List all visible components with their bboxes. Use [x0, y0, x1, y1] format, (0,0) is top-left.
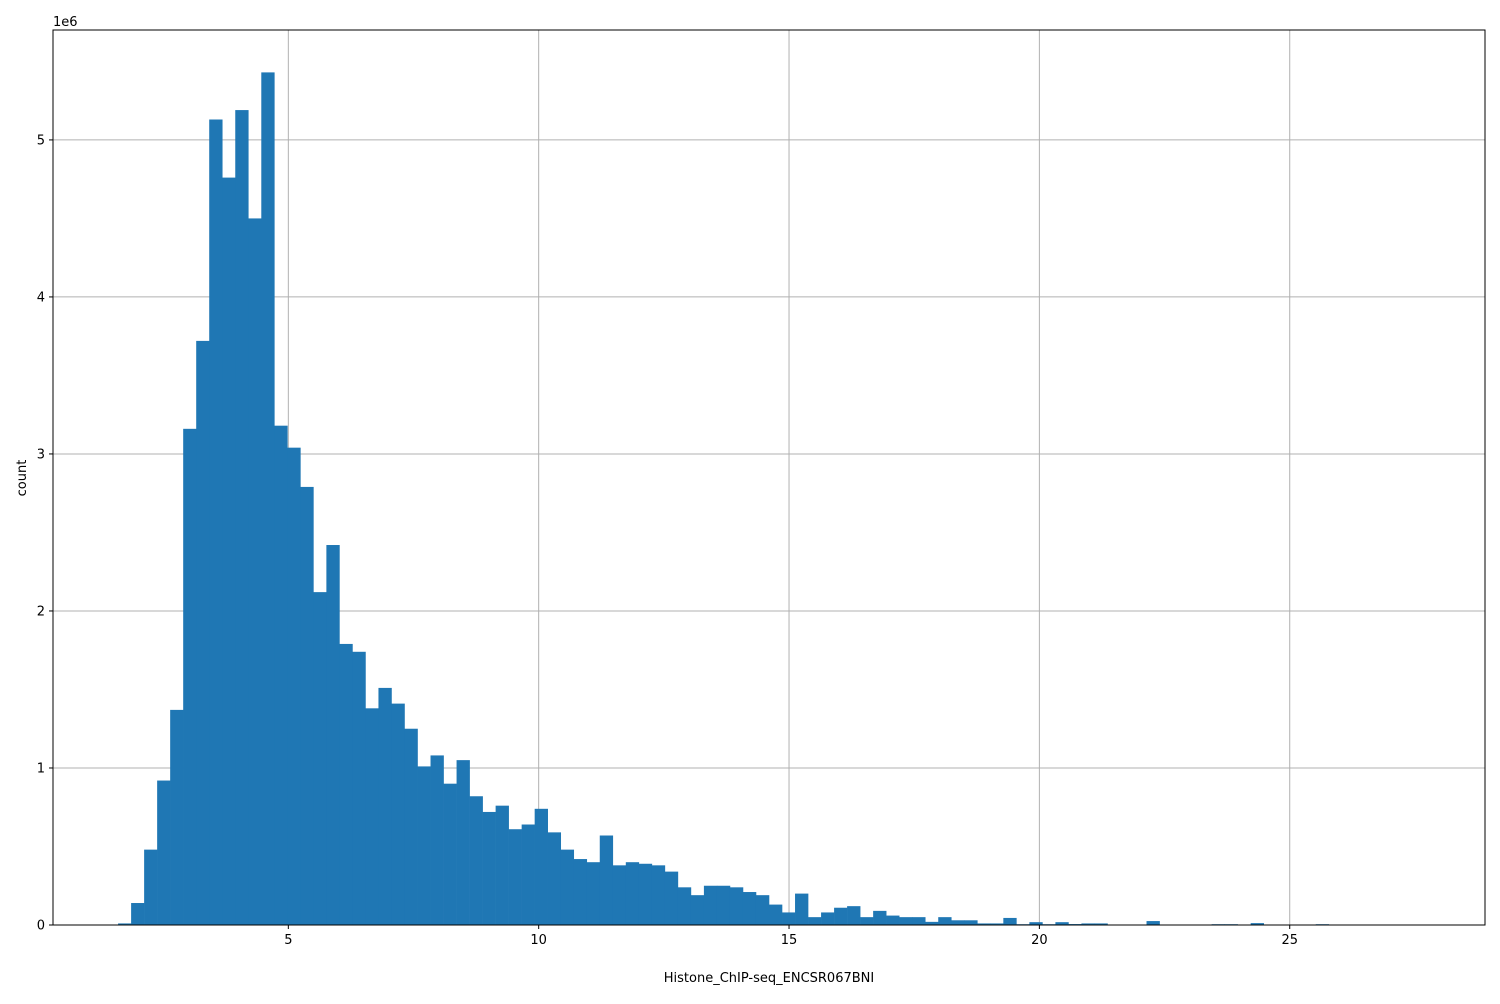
x-tick-label: 15 [781, 933, 798, 948]
histogram-bar [157, 780, 171, 925]
histogram-bar [274, 425, 288, 925]
histogram-bar [573, 859, 588, 925]
y-tick-label: 5 [37, 133, 45, 148]
y-tick-label: 2 [37, 604, 45, 619]
histogram-bar [977, 923, 991, 925]
histogram-bar [495, 805, 509, 925]
histogram-bar [131, 903, 145, 925]
histogram-bar [716, 885, 731, 925]
histogram-bar [248, 218, 262, 926]
histogram-bar [742, 892, 757, 925]
y-axis-ticks: 0 1 2 3 4 5 [37, 133, 53, 934]
histogram-bar [729, 887, 744, 925]
x-axis-ticks: 5 10 15 20 25 [284, 925, 1298, 948]
histogram-bar [170, 709, 184, 925]
histogram-bar [1146, 921, 1160, 925]
histogram-bar [391, 703, 405, 925]
y-tick-label: 0 [37, 919, 45, 934]
histogram-bar [521, 824, 535, 925]
histogram-bar [430, 755, 444, 925]
histogram-bar [378, 687, 392, 925]
histogram-bar [690, 895, 705, 925]
histogram-bar [417, 766, 431, 925]
histogram-bar [560, 849, 575, 925]
histogram-bar [287, 447, 301, 925]
histogram-bar [925, 921, 939, 925]
histogram-bar [808, 917, 822, 925]
histogram-bars [118, 72, 1330, 926]
histogram-bar [847, 906, 861, 925]
histogram-bar [547, 832, 562, 925]
histogram-bar [677, 887, 692, 925]
histogram-bar [612, 865, 627, 925]
histogram-bar [599, 835, 614, 925]
histogram-bar [938, 917, 952, 925]
y-tick-label: 4 [37, 290, 45, 305]
histogram-bar [261, 72, 275, 926]
plot-frame [52, 29, 1486, 926]
histogram-bar [196, 340, 210, 925]
x-tick-label: 20 [1031, 933, 1048, 948]
histogram-bar [456, 760, 470, 925]
histogram-bar [313, 592, 327, 925]
histogram-bar [1055, 922, 1069, 925]
histogram-bar [795, 893, 809, 925]
histogram-bar [860, 917, 874, 925]
histogram-bar [782, 912, 796, 925]
histogram-bar [339, 643, 353, 925]
histogram-bar [769, 904, 783, 925]
x-tick-label: 5 [284, 933, 292, 948]
histogram-bar [326, 545, 340, 925]
histogram-bar [755, 895, 770, 925]
histogram-bar [118, 923, 132, 925]
histogram-bar [625, 862, 640, 925]
histogram-bar [222, 177, 236, 925]
histogram-bar [365, 708, 379, 925]
histogram-bar [586, 862, 601, 925]
histogram-bar [443, 783, 457, 925]
histogram-bar [703, 885, 718, 925]
histogram-bar [235, 110, 249, 925]
x-axis-label: Histone_ChIP-seq_ENCSR067BNI [664, 971, 874, 986]
histogram-bar [821, 912, 835, 925]
histogram-bar [209, 119, 223, 925]
y-axis-label: count [15, 460, 30, 497]
x-tick-label: 25 [1281, 933, 1298, 948]
histogram-bar [300, 486, 314, 925]
histogram-bar [638, 863, 653, 925]
histogram-bar [1029, 922, 1043, 925]
y-offset-label: 1e6 [53, 15, 78, 30]
histogram-bar [664, 871, 679, 925]
histogram-bar [1081, 923, 1095, 925]
histogram-bar [144, 849, 158, 925]
histogram-bar [183, 428, 197, 925]
histogram-bar [873, 910, 887, 925]
histogram-bar [990, 923, 1004, 925]
y-tick-label: 1 [37, 761, 45, 776]
histogram-bar [508, 829, 522, 925]
histogram-bar [469, 796, 483, 925]
histogram-bar [886, 915, 900, 925]
histogram-bar [352, 651, 366, 925]
histogram-bar [404, 728, 418, 925]
x-tick-label: 10 [530, 933, 547, 948]
histogram-bar [1003, 917, 1017, 925]
histogram-bar [534, 808, 548, 925]
histogram-bar [651, 865, 666, 925]
histogram-bar [912, 917, 926, 925]
histogram-bar [899, 917, 913, 925]
histogram-bar [1094, 923, 1108, 925]
histogram-bar [1250, 923, 1264, 925]
histogram-bar [834, 907, 848, 925]
histogram-bar [482, 811, 496, 925]
histogram-bar [951, 920, 965, 925]
y-tick-label: 3 [37, 447, 45, 462]
histogram-bar [964, 920, 978, 925]
